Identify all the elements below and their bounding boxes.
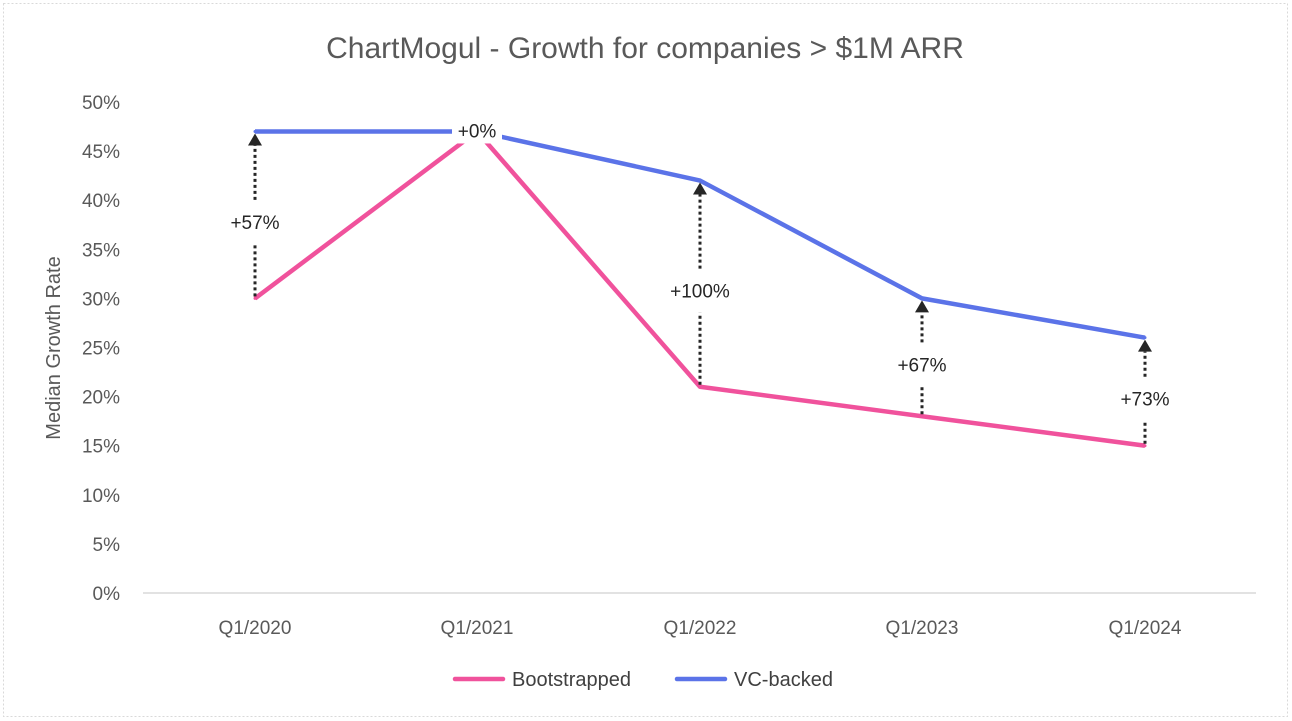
annotation-arrow-head bbox=[915, 300, 929, 313]
y-tick-label: 45% bbox=[82, 142, 120, 163]
annotation-arrow-head bbox=[693, 182, 707, 195]
y-axis-ticks: 0% 5% 10% 15% 20% 25% 30% 35% 40% 45% 50% bbox=[82, 93, 120, 605]
y-tick-label: 25% bbox=[82, 339, 120, 360]
annotation-label: +0% bbox=[458, 121, 497, 142]
data-point-bootstrapped bbox=[253, 296, 257, 300]
annotation-arrow-head bbox=[248, 133, 262, 146]
y-axis-title: Median Growth Rate bbox=[43, 256, 65, 439]
x-axis: Q1/2020 Q1/2021 Q1/2022 Q1/2023 Q1/2024 bbox=[143, 592, 1256, 639]
y-tick-label: 35% bbox=[82, 240, 120, 261]
annotation-label-bg bbox=[452, 115, 502, 144]
annotation-label: +57% bbox=[230, 213, 279, 234]
series-lines bbox=[253, 129, 1147, 448]
data-point-vc-backed bbox=[920, 296, 924, 300]
y-tick-label: 5% bbox=[93, 535, 121, 556]
annotation-label: +67% bbox=[897, 355, 946, 376]
chart-border bbox=[3, 3, 1288, 717]
y-tick-label: 30% bbox=[82, 289, 120, 310]
data-point-vc-backed bbox=[698, 179, 702, 183]
difference-annotations: +57% +0% +100% +67% +73% bbox=[230, 115, 1170, 444]
x-tick-label: Q1/2020 bbox=[219, 618, 292, 639]
y-tick-label: 50% bbox=[82, 93, 120, 114]
data-point-bootstrapped bbox=[1143, 444, 1147, 448]
annotation-arrow-head bbox=[1138, 339, 1152, 352]
y-tick-label: 15% bbox=[82, 437, 120, 458]
x-tick-label: Q1/2023 bbox=[886, 618, 959, 639]
data-point-vc-backed bbox=[1143, 336, 1147, 340]
y-tick-label: 0% bbox=[93, 584, 121, 605]
legend-label: Bootstrapped bbox=[512, 669, 631, 691]
data-point-bootstrapped bbox=[920, 414, 924, 418]
y-tick-label: 10% bbox=[82, 486, 120, 507]
y-tick-label: 20% bbox=[82, 388, 120, 409]
x-tick-label: Q1/2024 bbox=[1109, 618, 1182, 639]
annotation-label: +100% bbox=[670, 282, 730, 303]
x-tick-label: Q1/2022 bbox=[664, 618, 737, 639]
chart-title: ChartMogul - Growth for companies > $1M … bbox=[326, 32, 964, 65]
data-point-bootstrapped bbox=[698, 385, 702, 389]
annotation-label: +73% bbox=[1120, 390, 1169, 411]
y-tick-label: 40% bbox=[82, 191, 120, 212]
legend-label: VC-backed bbox=[734, 669, 833, 691]
x-tick-label: Q1/2021 bbox=[441, 618, 514, 639]
legend: Bootstrapped VC-backed bbox=[452, 669, 833, 691]
data-point-vc-backed bbox=[253, 129, 257, 133]
